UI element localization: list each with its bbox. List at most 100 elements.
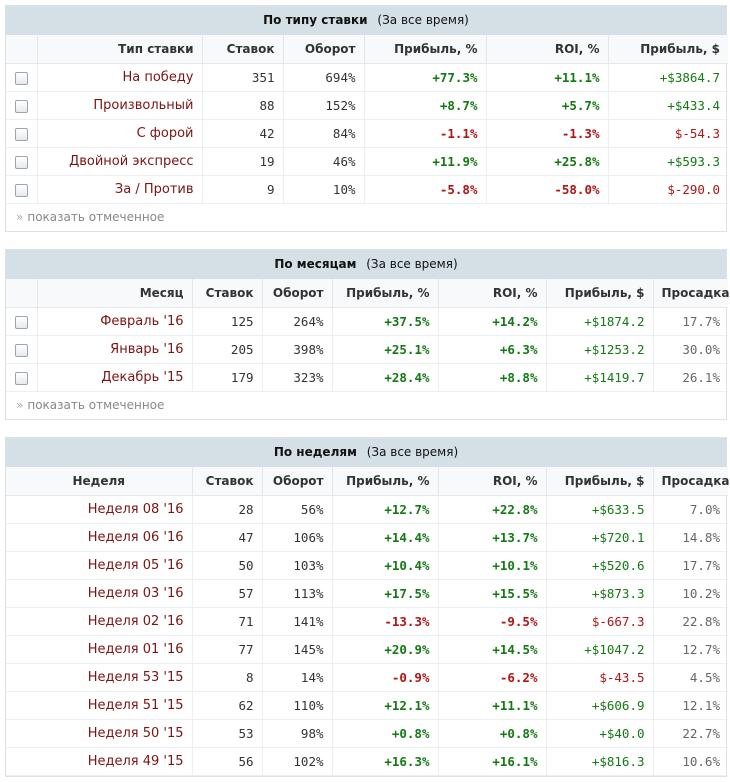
column-header[interactable]: ROI, % [438, 467, 547, 496]
column-header[interactable]: Ставок [192, 279, 263, 308]
row-checkbox[interactable] [14, 371, 28, 385]
turnover: 14% [262, 663, 333, 692]
table-row: Неделя 03 '16 57 113% +17.5% +15.5% +$87… [6, 579, 728, 608]
bet-type-header-row: Тип ставки Ставок Оборот Прибыль, % ROI,… [6, 35, 728, 64]
month-name: Февраль '16 [37, 307, 193, 336]
table-row: Неделя 08 '16 28 56% +12.7% +22.8% +$633… [6, 495, 728, 524]
table-row: Неделя 02 '16 71 141% -13.3% -9.5% $-667… [6, 607, 728, 636]
checkbox-column-header [6, 35, 38, 64]
profit-usd: +$1419.7 [546, 363, 654, 392]
roi: +15.5% [438, 579, 547, 608]
column-header[interactable]: Неделя [6, 467, 193, 496]
bets-count: 19 [202, 147, 284, 176]
profit-usd: +$40.0 [546, 719, 654, 748]
row-checkbox[interactable] [14, 71, 28, 85]
column-header[interactable]: ROI, % [486, 35, 609, 64]
bet-type-title: По типу ставки [263, 13, 368, 27]
column-header[interactable]: Просадка [653, 279, 730, 308]
row-checkbox[interactable] [14, 127, 28, 141]
table-row: Январь '16 205 398% +25.1% +6.3% +$1253.… [6, 335, 728, 364]
drawdown: 22.8% [653, 607, 728, 636]
week-name: Неделя 08 '16 [6, 495, 193, 524]
double-chevron-right-icon: » [16, 209, 24, 224]
row-checkbox[interactable] [14, 315, 28, 329]
roi: +6.3% [438, 335, 547, 364]
table-row: Неделя 01 '16 77 145% +20.9% +14.5% +$10… [6, 635, 728, 664]
column-header[interactable]: Прибыль, % [332, 279, 439, 308]
by-week-subtitle: (За все время) [366, 445, 459, 459]
show-selected-label: показать отмеченное [27, 209, 165, 224]
drawdown: 12.7% [653, 635, 728, 664]
checkbox-column-header [6, 279, 38, 308]
bet-type-panel: По типу ставки (За все время) Тип ставки… [5, 5, 728, 232]
bets-count: 8 [192, 663, 263, 692]
profit-percent: +20.9% [332, 635, 439, 664]
profit-usd: +$633.5 [546, 495, 654, 524]
column-header[interactable]: Прибыль, $ [608, 35, 728, 64]
turnover: 103% [262, 551, 333, 580]
table-row: Неделя 49 '15 56 102% +16.3% +16.1% +$81… [6, 747, 728, 776]
turnover: 694% [283, 63, 365, 92]
bet-type-header: По типу ставки (За все время) [6, 6, 726, 35]
roi: +13.7% [438, 523, 547, 552]
by-month-table: Месяц Ставок Оборот Прибыль, % ROI, % Пр… [6, 279, 730, 392]
profit-percent: +8.7% [364, 91, 487, 120]
column-header[interactable]: Месяц [37, 279, 193, 308]
drawdown: 7.0% [653, 495, 728, 524]
column-header[interactable]: Прибыль, % [332, 467, 439, 496]
table-row: Февраль '16 125 264% +37.5% +14.2% +$187… [6, 307, 728, 336]
week-name: Неделя 50 '15 [6, 719, 193, 748]
turnover: 46% [283, 147, 365, 176]
profit-usd: +$3864.7 [608, 63, 728, 92]
column-header[interactable]: Ставок [202, 35, 284, 64]
profit-percent: +37.5% [332, 307, 439, 336]
column-header[interactable]: Оборот [283, 35, 365, 64]
profit-usd: +$1047.2 [546, 635, 654, 664]
row-checkbox[interactable] [14, 343, 28, 357]
table-row: Неделя 50 '15 53 98% +0.8% +0.8% +$40.0 … [6, 719, 728, 748]
turnover: 56% [262, 495, 333, 524]
by-week-header: По неделям (За все время) [6, 438, 726, 467]
row-checkbox[interactable] [14, 155, 28, 169]
table-row: Неделя 51 '15 62 110% +12.1% +11.1% +$60… [6, 691, 728, 720]
turnover: 10% [283, 175, 365, 204]
roi: -58.0% [486, 175, 609, 204]
week-name: Неделя 03 '16 [6, 579, 193, 608]
column-header[interactable]: Прибыль, % [364, 35, 487, 64]
by-week-header-row: Неделя Ставок Оборот Прибыль, % ROI, % П… [6, 467, 730, 496]
profit-usd: +$606.9 [546, 691, 654, 720]
profit-percent: +25.1% [332, 335, 439, 364]
row-checkbox[interactable] [14, 183, 28, 197]
bets-count: 47 [192, 523, 263, 552]
row-checkbox[interactable] [14, 99, 28, 113]
table-row: На победу 351 694% +77.3% +11.1% +$3864.… [6, 63, 728, 92]
month-name: Декабрь '15 [37, 363, 193, 392]
column-header[interactable]: Оборот [262, 467, 333, 496]
column-header[interactable]: Оборот [262, 279, 333, 308]
profit-usd: $-43.5 [546, 663, 654, 692]
roi: +5.7% [486, 91, 609, 120]
column-header[interactable]: Прибыль, $ [546, 279, 654, 308]
table-row: Неделя 06 '16 47 106% +14.4% +13.7% +$72… [6, 523, 728, 552]
column-header[interactable]: ROI, % [438, 279, 547, 308]
by-month-header: По месяцам (За все время) [6, 250, 726, 279]
bets-count: 125 [192, 307, 263, 336]
bet-type-name: Произвольный [37, 91, 203, 120]
profit-percent: -0.9% [332, 663, 439, 692]
month-name: Январь '16 [37, 335, 193, 364]
bets-count: 62 [192, 691, 263, 720]
bets-count: 28 [192, 495, 263, 524]
profit-usd: +$593.3 [608, 147, 728, 176]
show-selected-link[interactable]: » показать отмеченное [6, 204, 726, 231]
show-selected-link[interactable]: » показать отмеченное [6, 392, 726, 419]
bets-count: 88 [202, 91, 284, 120]
column-header[interactable]: Ставок [192, 467, 263, 496]
profit-usd: +$816.3 [546, 747, 654, 776]
column-header[interactable]: Просадка [653, 467, 730, 496]
column-header[interactable]: Прибыль, $ [546, 467, 654, 496]
profit-percent: +12.7% [332, 495, 439, 524]
turnover: 152% [283, 91, 365, 120]
column-header[interactable]: Тип ставки [37, 35, 203, 64]
drawdown: 10.6% [653, 747, 728, 776]
profit-percent: +11.9% [364, 147, 487, 176]
